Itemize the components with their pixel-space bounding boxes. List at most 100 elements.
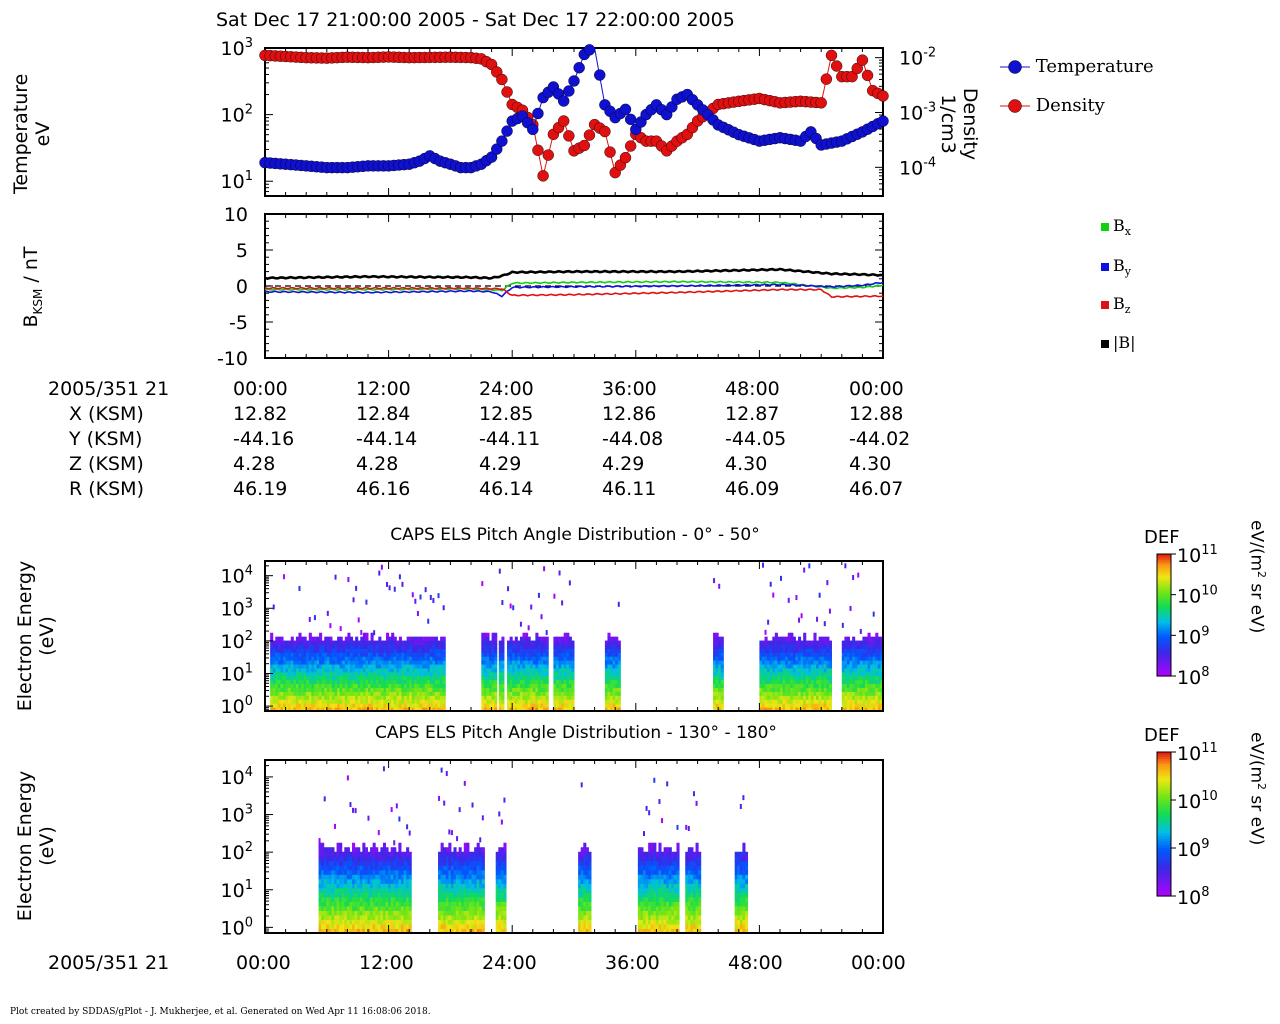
spectrogram-cell [610, 687, 614, 692]
spectrogram-cell [643, 851, 647, 857]
spectrogram-cell [404, 683, 408, 689]
spectrogram-cell [385, 878, 389, 884]
spectrogram-cell [357, 887, 361, 893]
temperature-point [619, 103, 632, 116]
spectrogram-cell [821, 644, 825, 649]
temperature-point [635, 116, 647, 128]
spectrogram-cell [795, 664, 799, 669]
spectrogram-cell [277, 683, 281, 689]
spectrogram-cell [803, 652, 807, 657]
spectrogram-cell [378, 640, 382, 645]
spectrogram-cell [545, 695, 549, 700]
spectrogram-cell [344, 671, 348, 677]
spectrogram-cell [360, 691, 364, 696]
spectrogram-cell [360, 664, 364, 669]
spectrogram-cell [561, 667, 565, 673]
spectrogram-cell [456, 869, 460, 875]
spectrogram-cell [563, 679, 567, 685]
spectrogram-cell [764, 640, 768, 645]
spectrogram-cell [803, 664, 807, 669]
spectrogram-cell [354, 869, 358, 875]
spectrogram-speck [500, 819, 503, 825]
spectrogram-cell [352, 856, 356, 862]
spectrogram-cell [318, 887, 322, 893]
spectrogram-cell [645, 860, 649, 866]
spectrogram-cell [483, 675, 487, 681]
spectrogram-cell [615, 691, 619, 696]
spectrogram-cell [422, 656, 426, 661]
spectrogram-cell [372, 874, 376, 880]
spectrogram-cell [525, 671, 529, 677]
spectrogram-cell [790, 632, 794, 638]
orbit-value: 4.28 [233, 453, 276, 475]
spectrogram-cell [875, 632, 879, 638]
spectrogram-cell [357, 847, 361, 853]
spectrogram-cell [445, 856, 449, 862]
spectrogram-cell [432, 644, 436, 649]
spectrogram-cell [456, 923, 460, 929]
spectrogram-cell [427, 644, 431, 649]
spectrogram-cell [354, 914, 358, 920]
spectrogram-speck [367, 815, 370, 821]
spectrogram-cell [463, 910, 467, 916]
spectrogram-cell [285, 687, 289, 692]
spectrogram-cell [409, 644, 413, 649]
spectrogram-cell [795, 679, 799, 685]
spectrogram-cell [489, 652, 493, 657]
spectrogram-cell [612, 699, 616, 704]
spectrogram-cell [334, 656, 338, 661]
density-point [722, 97, 735, 109]
spectrogram-cell [777, 671, 781, 677]
spectrogram-cell [566, 632, 570, 638]
bx-swatch [1101, 222, 1109, 231]
spectrogram-cell [491, 648, 495, 653]
spectrogram-cell [390, 923, 394, 929]
spectrogram-cell [864, 656, 869, 661]
spectrogram-cell [404, 660, 408, 665]
spectrogram-cell [319, 707, 323, 712]
spectrogram-cell [380, 910, 384, 916]
spectrogram-cell [349, 860, 353, 866]
spectrogram-speck [388, 585, 391, 591]
spectrogram-cell [280, 652, 284, 657]
spectrogram-cell [442, 683, 446, 689]
spectrogram-speck [761, 562, 764, 568]
spectrogram-cell [852, 636, 856, 642]
spectrogram-cell [318, 842, 322, 848]
spectrogram-cell [375, 652, 379, 657]
spectrogram-cell [759, 671, 763, 677]
spectrogram-cell [283, 687, 287, 692]
spectrogram-cell [568, 679, 572, 685]
temperature-point [460, 161, 472, 174]
spectrogram-cell [334, 851, 338, 857]
spectrogram-cell [422, 660, 426, 665]
spectrogram-cell [427, 652, 431, 657]
spectrogram-cell [398, 928, 402, 934]
spectrogram-cell [767, 687, 771, 692]
spectrogram-cell [580, 874, 584, 880]
spectrogram-cell [334, 667, 338, 673]
spectrogram-cell [483, 636, 487, 642]
spectrogram-cell [489, 660, 493, 665]
spectrogram-cell [290, 660, 294, 665]
spectrogram-cell [382, 883, 387, 889]
spectrogram-cell [821, 652, 825, 657]
spectrogram-cell [568, 644, 572, 649]
spectrogram-cell [585, 869, 589, 875]
spectrogram-cell [527, 652, 531, 657]
spectrogram-speck [479, 837, 482, 843]
spectrogram-cell [583, 905, 587, 911]
spectrogram-cell [859, 687, 863, 692]
spectrogram-cell [846, 699, 851, 704]
spectrogram-cell [782, 652, 786, 657]
spectrogram-cell [780, 660, 784, 665]
spectrogram-cell [555, 707, 560, 712]
spectrogram-cell [437, 671, 441, 677]
spectrogram-cell [308, 675, 312, 681]
spectrogram-cell [391, 687, 395, 692]
spectrogram-cell [388, 923, 392, 929]
spectrogram-cell [316, 699, 320, 704]
spectrogram-cell [316, 640, 320, 645]
spectrogram-cell [321, 679, 325, 685]
spectrogram-cell [844, 640, 848, 645]
